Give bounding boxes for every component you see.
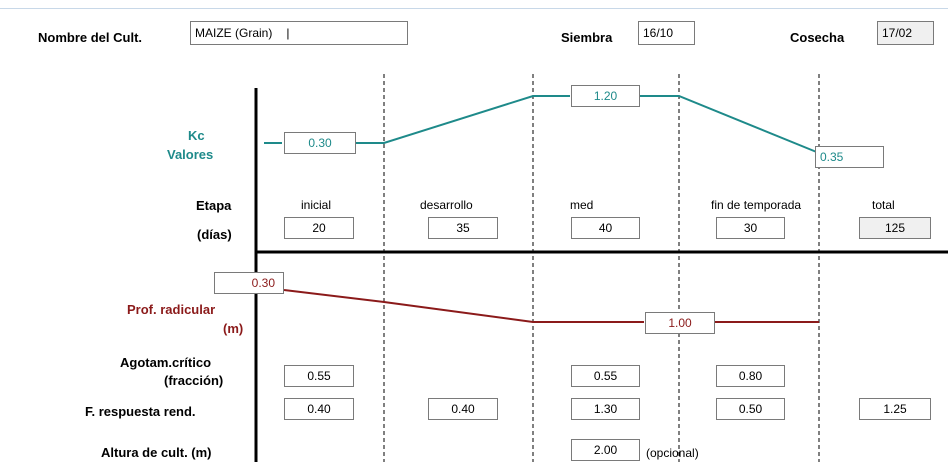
- crop-name-input[interactable]: MAIZE (Grain) |: [190, 21, 408, 45]
- depletion-label: Agotam.crítico: [120, 355, 212, 370]
- yield-initial-input[interactable]: 0.40: [284, 398, 354, 420]
- crop-name-label: Nombre del Cult.: [38, 30, 143, 45]
- stage-name-mid: med: [570, 198, 594, 212]
- crop-height-optional-note: (opcional): [646, 446, 699, 460]
- window-top-border: [0, 8, 948, 9]
- kc-line-late: [640, 95, 820, 154]
- yield-total-input[interactable]: 1.25: [859, 398, 931, 420]
- kc-mid-input[interactable]: 1.20: [571, 85, 640, 107]
- days-mid-input[interactable]: 40: [571, 217, 640, 239]
- crop-name-value: MAIZE (Grain): [195, 26, 273, 40]
- stage-label: Etapa: [196, 198, 232, 213]
- depletion-initial-input[interactable]: 0.55: [284, 365, 354, 387]
- days-total-field: 125: [859, 217, 931, 239]
- stage-name-development: desarrollo: [420, 198, 473, 212]
- sowing-label: Siembra: [561, 30, 613, 45]
- depletion-late-input[interactable]: 0.80: [716, 365, 785, 387]
- root-initial-input[interactable]: 0.30: [214, 272, 284, 294]
- root-line-rise: [283, 289, 644, 323]
- days-label: (días): [197, 227, 232, 242]
- days-late-input[interactable]: 30: [716, 217, 785, 239]
- stage-name-initial: inicial: [301, 198, 332, 212]
- yield-late-input[interactable]: 0.50: [716, 398, 785, 420]
- root-depth-unit-label: (m): [223, 321, 244, 336]
- kc-end-input[interactable]: 0.35: [815, 146, 884, 168]
- stage-name-late: fin de temporada: [711, 198, 802, 212]
- depletion-mid-input[interactable]: 0.55: [571, 365, 640, 387]
- text-cursor: |: [286, 26, 290, 40]
- kc-line-development: [356, 95, 570, 144]
- stage-name-total: total: [872, 198, 895, 212]
- harvest-label: Cosecha: [790, 30, 845, 45]
- kc-initial-input[interactable]: 0.30: [284, 132, 356, 154]
- yield-mid-input[interactable]: 1.30: [571, 398, 640, 420]
- depletion-unit-label: (fracción): [164, 373, 224, 388]
- kc-values-label: Valores: [167, 147, 214, 162]
- sowing-date-input[interactable]: 16/10: [638, 21, 695, 45]
- harvest-date-input[interactable]: 17/02: [877, 21, 934, 45]
- days-development-input[interactable]: 35: [428, 217, 498, 239]
- days-initial-input[interactable]: 20: [284, 217, 354, 239]
- kc-label: Kc: [188, 128, 205, 143]
- yield-development-input[interactable]: 0.40: [428, 398, 498, 420]
- crop-height-label: Altura de cult. (m): [101, 445, 212, 460]
- root-max-input[interactable]: 1.00: [645, 312, 715, 334]
- yield-response-label: F. respuesta rend.: [85, 404, 196, 419]
- crop-height-input[interactable]: 2.00: [571, 439, 640, 461]
- root-depth-label: Prof. radicular: [127, 302, 216, 317]
